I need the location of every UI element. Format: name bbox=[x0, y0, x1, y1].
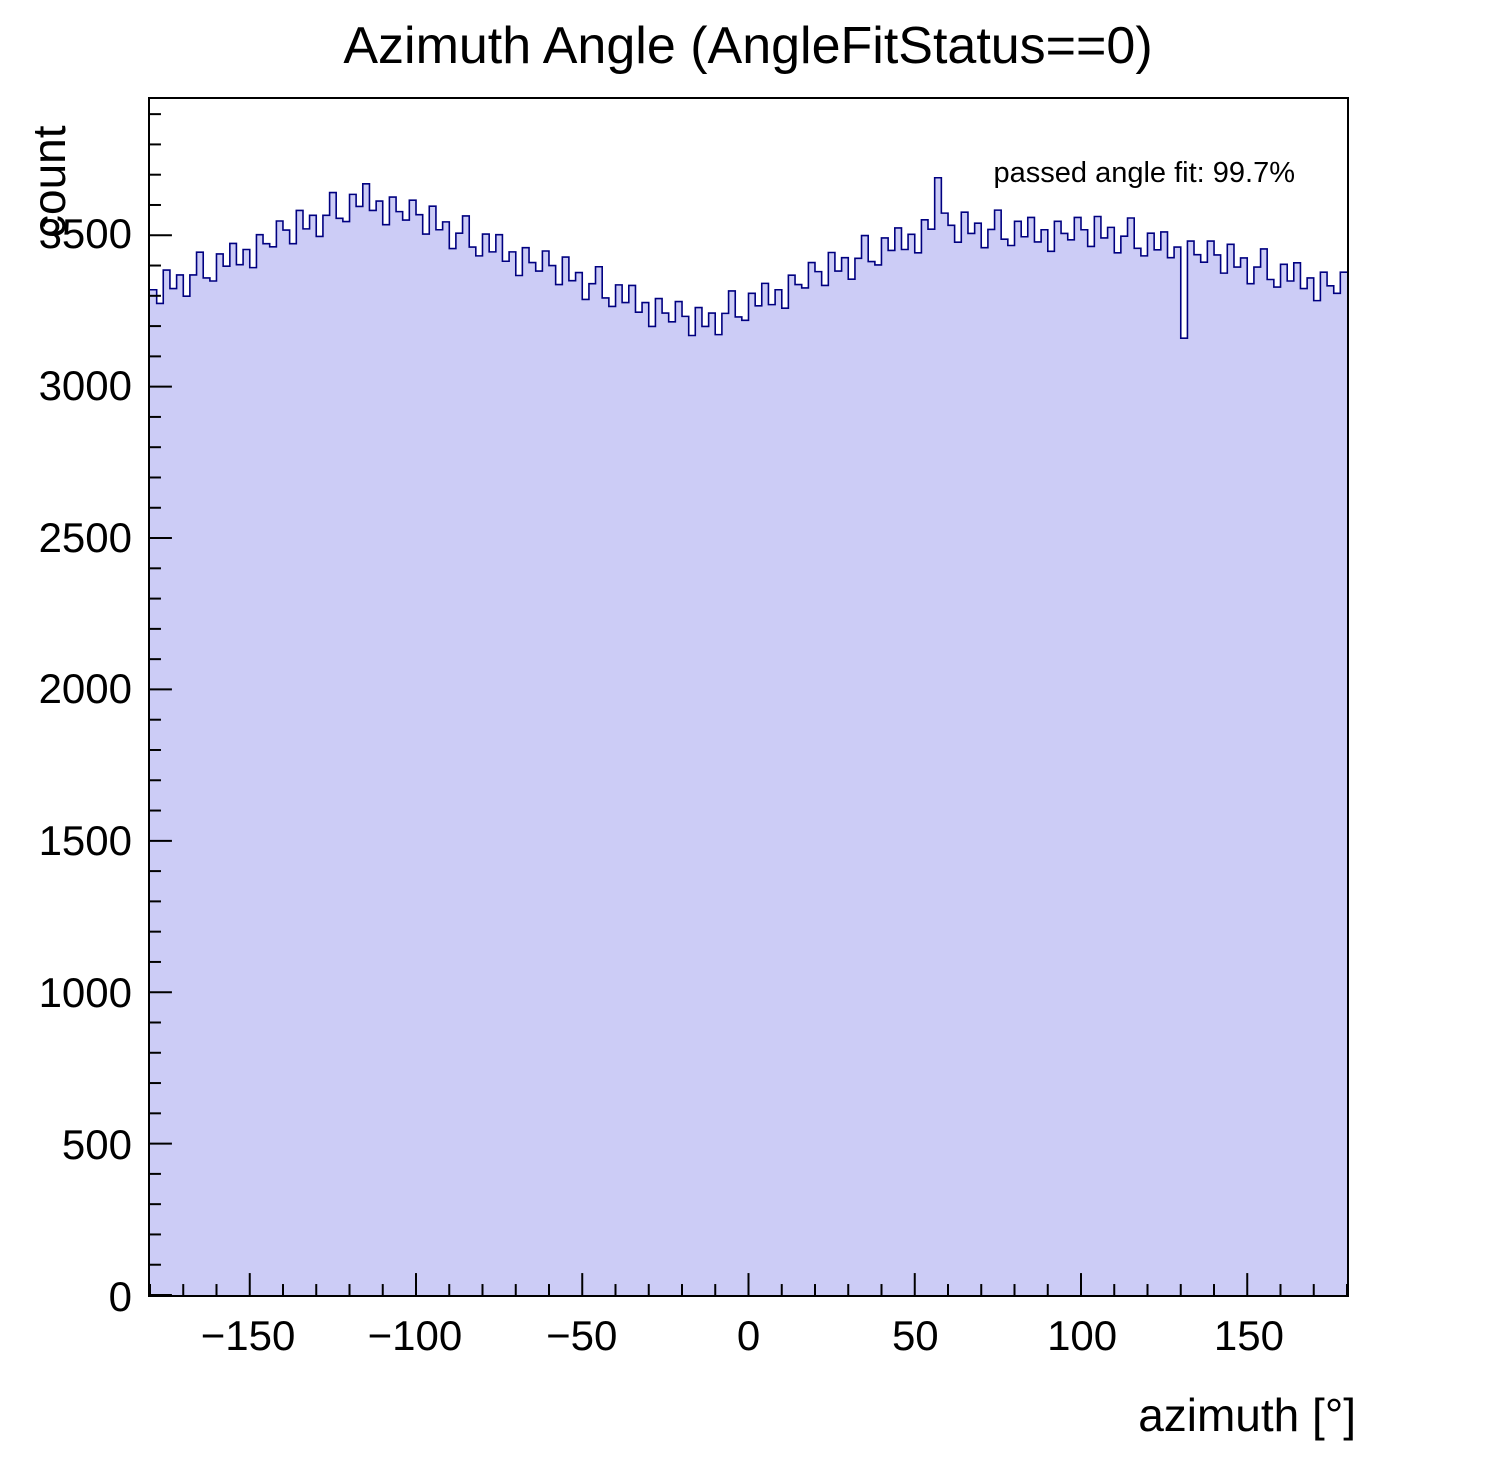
x-tick-label: −100 bbox=[367, 1312, 463, 1359]
y-tick-label: 3000 bbox=[38, 361, 132, 409]
x-tick-label: −50 bbox=[546, 1312, 618, 1359]
x-tick-label: 100 bbox=[1047, 1312, 1118, 1359]
annotation-passed-angle-fit: passed angle fit: 99.7% bbox=[993, 157, 1295, 189]
y-tick-label: 2000 bbox=[38, 665, 132, 713]
y-tick-label: 1500 bbox=[38, 817, 132, 865]
histogram-plot bbox=[150, 113, 1347, 1295]
plot-frame: passed angle fit: 99.7% bbox=[148, 97, 1349, 1297]
y-tick-label: 3500 bbox=[38, 209, 132, 257]
x-tick-label: 50 bbox=[891, 1312, 939, 1359]
y-tick-label: 500 bbox=[61, 1121, 132, 1169]
y-tick-label: 0 bbox=[108, 1273, 132, 1320]
x-tick-label: 150 bbox=[1213, 1312, 1284, 1359]
x-tick-label: 0 bbox=[736, 1312, 761, 1359]
chart-title: Azimuth Angle (AngleFitStatus==0) bbox=[343, 17, 1153, 75]
histogram-outline bbox=[150, 176, 1347, 339]
x-axis-title: azimuth [°] bbox=[1138, 1389, 1356, 1441]
x-tick-label: −150 bbox=[200, 1312, 296, 1359]
y-tick-label: 2500 bbox=[38, 513, 132, 561]
y-tick-label: 1000 bbox=[38, 969, 132, 1017]
histogram-fill bbox=[150, 177, 1347, 1295]
